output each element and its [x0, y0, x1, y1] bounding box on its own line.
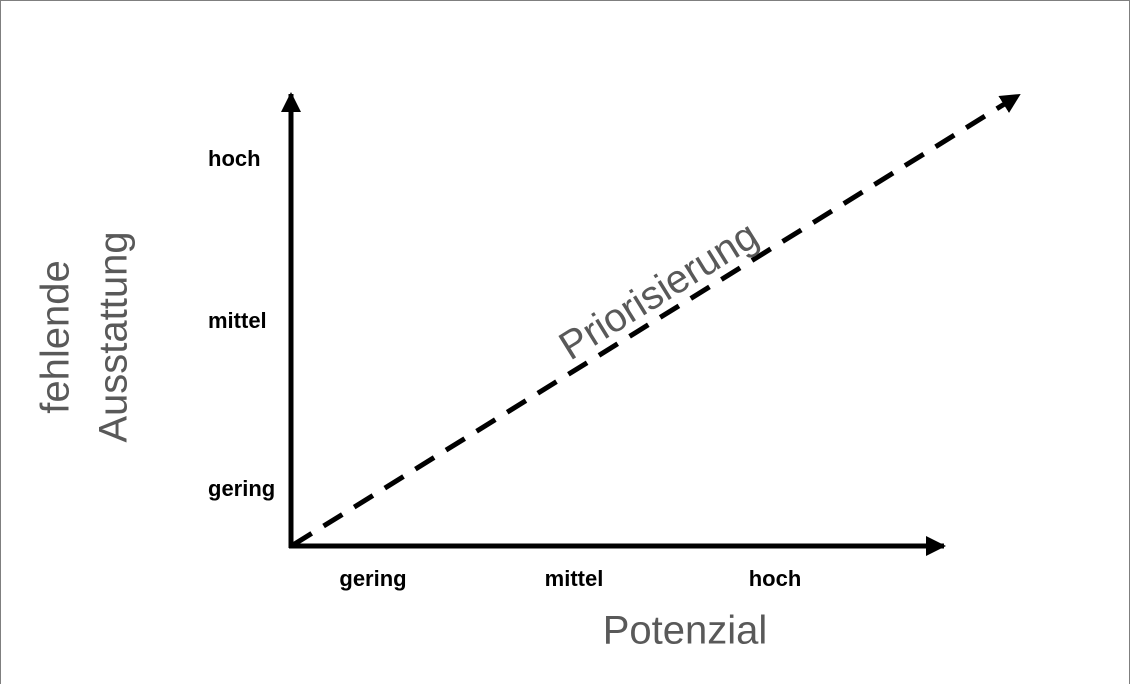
arrow-label: Priorisierung: [552, 213, 766, 369]
y-axis-label: Ausstattung: [92, 231, 136, 442]
x-tick-label: gering: [339, 566, 406, 591]
priority-arrow: [291, 92, 1021, 548]
y-tick-label: hoch: [208, 146, 261, 171]
x-tick-label: mittel: [545, 566, 604, 591]
y-axis-label: fehlende: [34, 260, 78, 413]
y-tick-label: mittel: [208, 308, 267, 333]
x-axis-label: Potenzial: [603, 609, 768, 653]
y-tick-label: gering: [208, 476, 275, 501]
x-tick-label: hoch: [749, 566, 802, 591]
